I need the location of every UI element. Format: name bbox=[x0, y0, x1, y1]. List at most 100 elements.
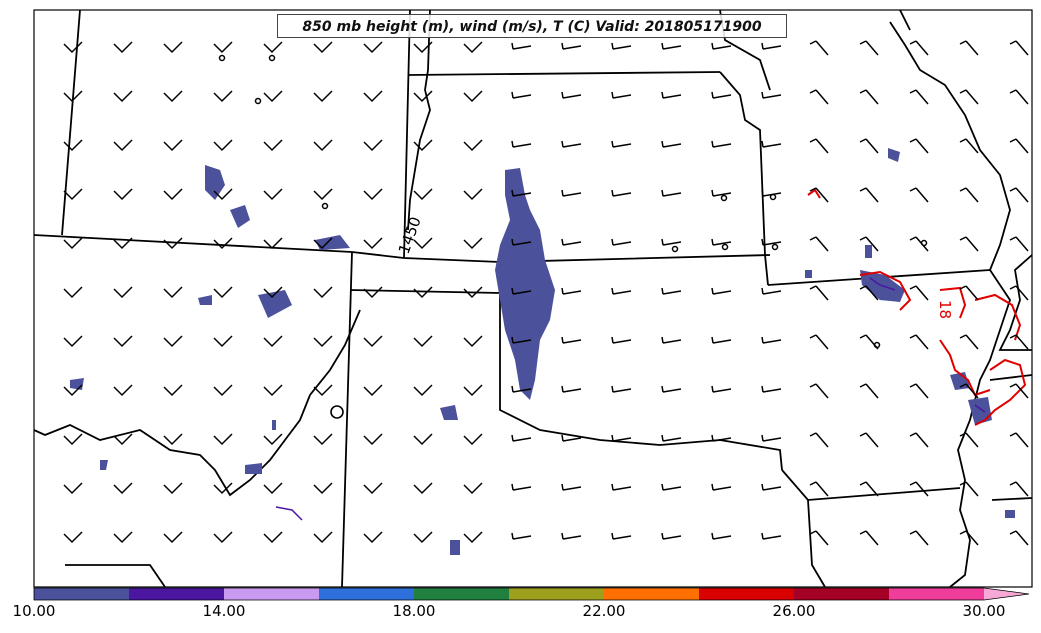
wind-barb bbox=[163, 433, 183, 446]
wind-barb bbox=[711, 238, 732, 246]
wind-barb bbox=[413, 286, 433, 299]
wind-barb bbox=[1009, 236, 1029, 252]
wind-barb bbox=[909, 187, 929, 203]
wind-barb bbox=[909, 432, 929, 448]
wind-barb bbox=[363, 237, 383, 250]
wind-barb bbox=[463, 188, 483, 201]
wind-barb bbox=[413, 335, 433, 348]
wind-barb bbox=[363, 188, 383, 201]
red-temperature-contours bbox=[807, 188, 1027, 426]
colorbar-extend-arrow bbox=[984, 588, 1029, 600]
wind-barb bbox=[809, 481, 829, 497]
wind-barb bbox=[313, 433, 333, 446]
wind-barb bbox=[711, 483, 732, 491]
wind-barb bbox=[163, 531, 183, 544]
wind-barb bbox=[561, 434, 582, 442]
wind-barb bbox=[661, 287, 682, 295]
wind-barb bbox=[363, 139, 383, 152]
colorbar-tick-label: 22.00 bbox=[582, 602, 626, 620]
colorbar-tick-label: 30.00 bbox=[962, 602, 1006, 620]
wind-barb bbox=[511, 189, 532, 197]
wind-barb bbox=[263, 335, 283, 348]
wind-barb bbox=[1009, 40, 1029, 56]
wind-barb bbox=[809, 334, 829, 350]
wind-barb bbox=[859, 40, 879, 56]
wind-barb bbox=[711, 91, 732, 99]
wind-barb bbox=[611, 42, 632, 50]
wind-barb bbox=[959, 138, 979, 154]
wind-barb bbox=[63, 90, 83, 103]
wind-barb bbox=[711, 140, 732, 148]
wind-barb bbox=[413, 139, 433, 152]
wind-barb bbox=[213, 139, 233, 152]
wind-barb bbox=[363, 90, 383, 103]
wind-barb bbox=[611, 238, 632, 246]
wind-barb bbox=[263, 139, 283, 152]
wind-barb bbox=[809, 187, 829, 203]
wind-barb bbox=[413, 433, 433, 446]
wind-barb bbox=[463, 90, 483, 103]
wind-barb bbox=[909, 138, 929, 154]
colorbar-segment bbox=[699, 588, 794, 600]
wind-barb bbox=[363, 482, 383, 495]
wind-barb bbox=[1009, 89, 1029, 105]
wind-barb bbox=[859, 432, 879, 448]
wind-barb bbox=[661, 336, 682, 344]
wind-barb bbox=[313, 384, 333, 397]
colorbar-segment bbox=[604, 588, 699, 600]
wind-barb bbox=[463, 237, 483, 250]
wind-barb bbox=[859, 530, 879, 546]
wind-barb bbox=[511, 483, 532, 491]
wind-barb bbox=[163, 188, 183, 201]
wind-barb bbox=[661, 42, 682, 50]
wind-barb bbox=[63, 286, 83, 299]
wind-barb bbox=[611, 287, 632, 295]
wind-barb bbox=[63, 188, 83, 201]
wind-barb bbox=[413, 531, 433, 544]
wind-barb bbox=[909, 89, 929, 105]
wind-barb bbox=[809, 40, 829, 56]
wind-barb bbox=[959, 40, 979, 56]
wind-barb bbox=[859, 383, 879, 399]
colorbar-segment bbox=[509, 588, 604, 600]
wind-barb bbox=[511, 532, 532, 540]
wind-barb bbox=[859, 236, 879, 252]
wind-barb bbox=[413, 482, 433, 495]
wind-barb bbox=[711, 434, 732, 442]
wind-barb bbox=[463, 384, 483, 397]
wind-barb bbox=[213, 237, 233, 250]
wind-barb bbox=[463, 531, 483, 544]
wind-barb bbox=[463, 139, 483, 152]
wind-barb bbox=[463, 482, 483, 495]
wind-barb bbox=[413, 41, 433, 54]
wind-barb bbox=[611, 385, 632, 393]
wind-barb bbox=[213, 188, 233, 201]
wind-barb bbox=[1009, 432, 1029, 448]
wind-barb bbox=[463, 286, 483, 299]
wind-barb bbox=[511, 238, 532, 246]
wind-barb bbox=[909, 40, 929, 56]
wind-barb bbox=[313, 90, 333, 103]
wind-barb bbox=[859, 138, 879, 154]
wind-barb bbox=[761, 42, 782, 50]
wind-barb bbox=[463, 335, 483, 348]
wind-barb bbox=[63, 531, 83, 544]
colorbar-segment bbox=[889, 588, 984, 600]
wind-barb bbox=[363, 384, 383, 397]
wind-barb bbox=[711, 287, 732, 295]
wind-barb bbox=[661, 91, 682, 99]
wind-barb bbox=[959, 530, 979, 546]
colorbar-segment bbox=[224, 588, 319, 600]
wind-barb bbox=[163, 41, 183, 54]
wind-barb bbox=[263, 41, 283, 54]
wind-barb bbox=[113, 286, 133, 299]
wind-barb bbox=[63, 335, 83, 348]
wind-barb bbox=[909, 285, 929, 301]
wind-barb bbox=[313, 188, 333, 201]
wind-barb bbox=[511, 434, 532, 442]
wind-barb bbox=[113, 531, 133, 544]
wind-barb bbox=[263, 237, 283, 250]
wind-barb bbox=[761, 532, 782, 540]
wind-barb bbox=[809, 138, 829, 154]
wind-barb bbox=[661, 140, 682, 148]
